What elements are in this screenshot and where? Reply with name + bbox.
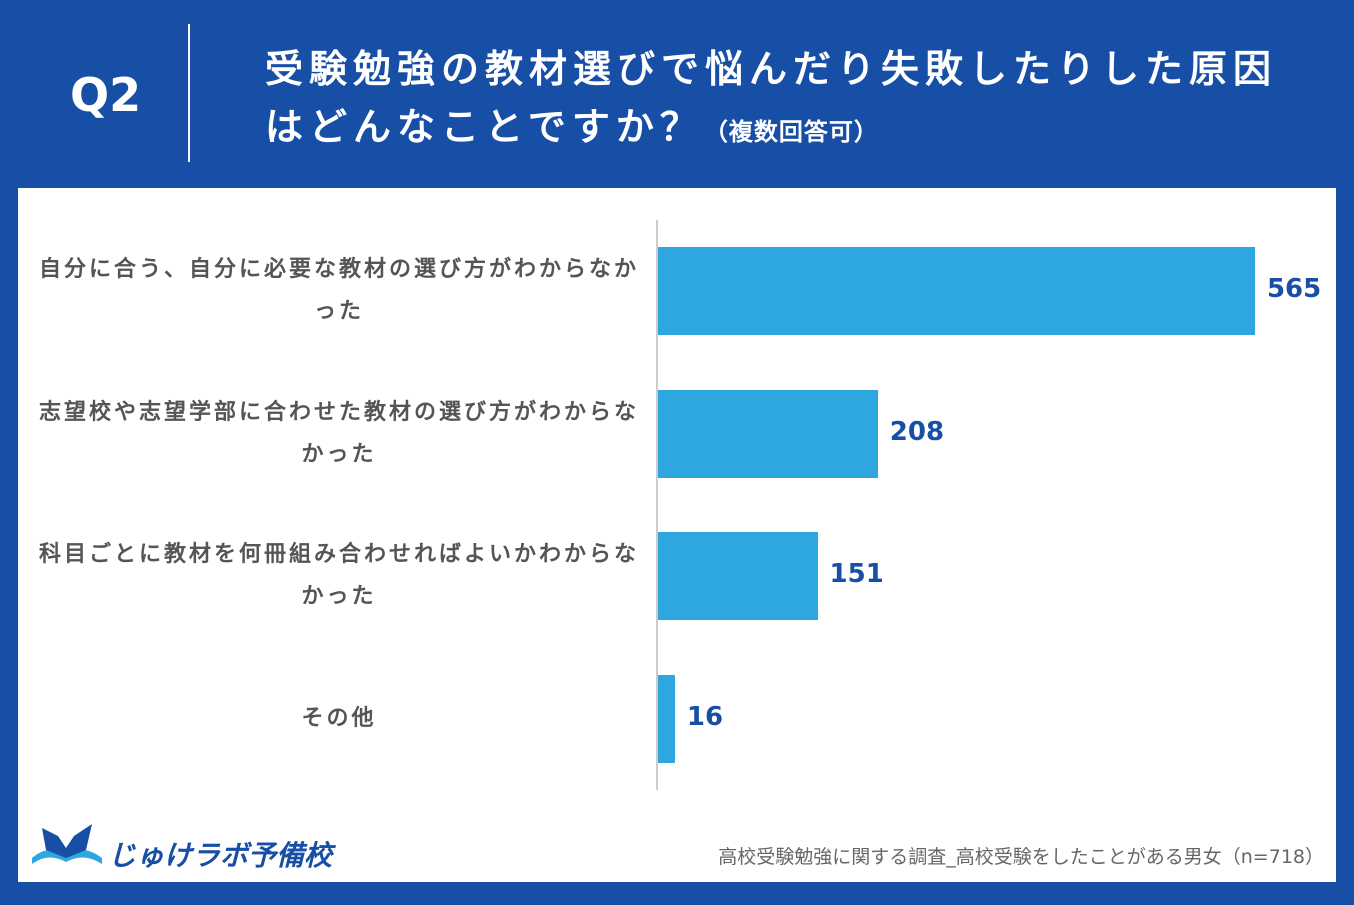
value-label: 151: [829, 559, 884, 590]
question-label: Q2: [70, 68, 142, 122]
category-label: 志望校や志望学部に合わせた教材の選び方がわからなかった: [38, 399, 639, 467]
title-text: 受験勉強の教材選びで悩んだり失敗したりした原因はどんなことですか？: [265, 47, 1278, 149]
category-label: 自分に合う、自分に必要な教材の選び方がわからなかった: [38, 257, 639, 324]
axis-line: [656, 220, 658, 790]
chart-title: 受験勉強の教材選びで悩んだり失敗したりした原因はどんなことですか？（複数回答可）: [265, 40, 1285, 161]
bar: [658, 674, 675, 763]
bar: [658, 532, 818, 621]
bar: [658, 247, 1255, 335]
bar: [658, 389, 878, 478]
value-label: 565: [1266, 274, 1322, 304]
value-label: 208: [889, 416, 945, 447]
separator: [188, 24, 190, 162]
category-label: その他: [301, 705, 377, 731]
logo-text: じゅけラボ予備校: [108, 839, 333, 872]
subtitle: （複数回答可）: [703, 118, 879, 146]
source-note: 高校受験勉強に関する調査_高校受験をしたことがある男女（n=718）: [718, 846, 1324, 868]
category-label: 科目ごとに教材を何冊組み合わせればよいかわからなかった: [38, 542, 639, 610]
value-label: 16: [686, 701, 724, 732]
logo-icon: [32, 824, 102, 864]
